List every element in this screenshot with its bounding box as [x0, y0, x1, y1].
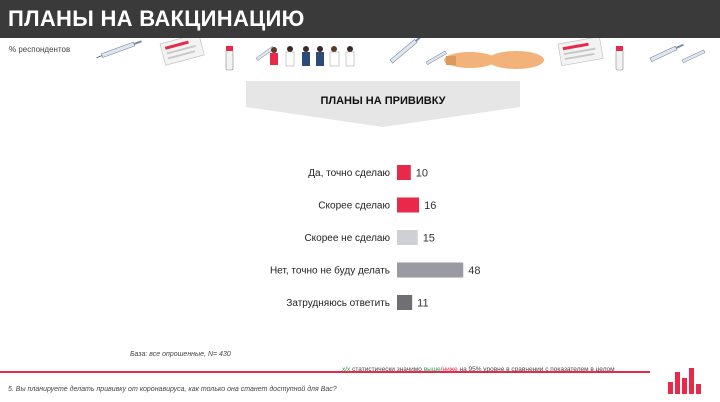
- bar: [397, 295, 413, 310]
- chart-title-banner: [246, 81, 520, 127]
- category-label: Скорее не сделаю: [304, 233, 390, 244]
- document-icon: [159, 38, 205, 66]
- data-label: 16: [424, 200, 436, 212]
- hand-icon: [444, 52, 496, 68]
- category-label: Да, точно сделаю: [308, 168, 390, 179]
- illustration-strip: [96, 38, 706, 71]
- legend-higher: выше: [423, 366, 441, 373]
- vial-icon: [225, 46, 234, 71]
- hand-icon: [488, 51, 544, 69]
- data-label: 11: [417, 298, 428, 310]
- vial-icon: [615, 46, 624, 71]
- category-label: Скорее сделаю: [318, 201, 390, 212]
- bar: [397, 165, 411, 180]
- syringe-icon: [96, 40, 142, 59]
- legend-text-2: на 95% уровне в сравнении с показателем …: [457, 366, 615, 373]
- data-label: 15: [423, 233, 435, 245]
- footer-divider: [0, 371, 650, 373]
- legend-sep: /: [440, 366, 443, 373]
- category-label: Нет, точно не буду делать: [270, 265, 390, 277]
- data-label: 10: [416, 168, 428, 180]
- page-title: ПЛАНЫ НА ВАКЦИНАЦИЮ: [8, 6, 305, 31]
- people-icon: [270, 46, 355, 67]
- document-icon: [557, 38, 604, 67]
- respondents-label: % респондентов: [9, 45, 71, 54]
- syringe-icon: [425, 50, 447, 65]
- header-bar: ПЛАНЫ НА ВАКЦИНАЦИЮ: [0, 0, 720, 38]
- syringe-icon: [681, 49, 706, 64]
- category-label: Затрудняюсь ответить: [286, 298, 390, 309]
- legend-marker: х/х: [342, 366, 351, 373]
- legend-text-1: статистически значимо: [350, 366, 424, 373]
- bar: [397, 197, 420, 213]
- brand-logo-icon: [668, 368, 701, 394]
- significance-legend: х/х статистически значимо выше/ниже на 9…: [342, 366, 615, 373]
- data-label: 48: [468, 265, 480, 277]
- base-footnote: База: все опрошенные, N= 430: [130, 351, 231, 358]
- chart-title: ПЛАНЫ НА ПРИВИВКУ: [320, 95, 446, 107]
- question-text: 5. Вы планируете делать прививку от коро…: [8, 386, 337, 393]
- syringe-icon: [649, 43, 684, 63]
- bar: [397, 230, 418, 245]
- bar: [397, 262, 464, 278]
- syringe-icon: [389, 38, 423, 64]
- legend-lower: ниже: [442, 366, 458, 373]
